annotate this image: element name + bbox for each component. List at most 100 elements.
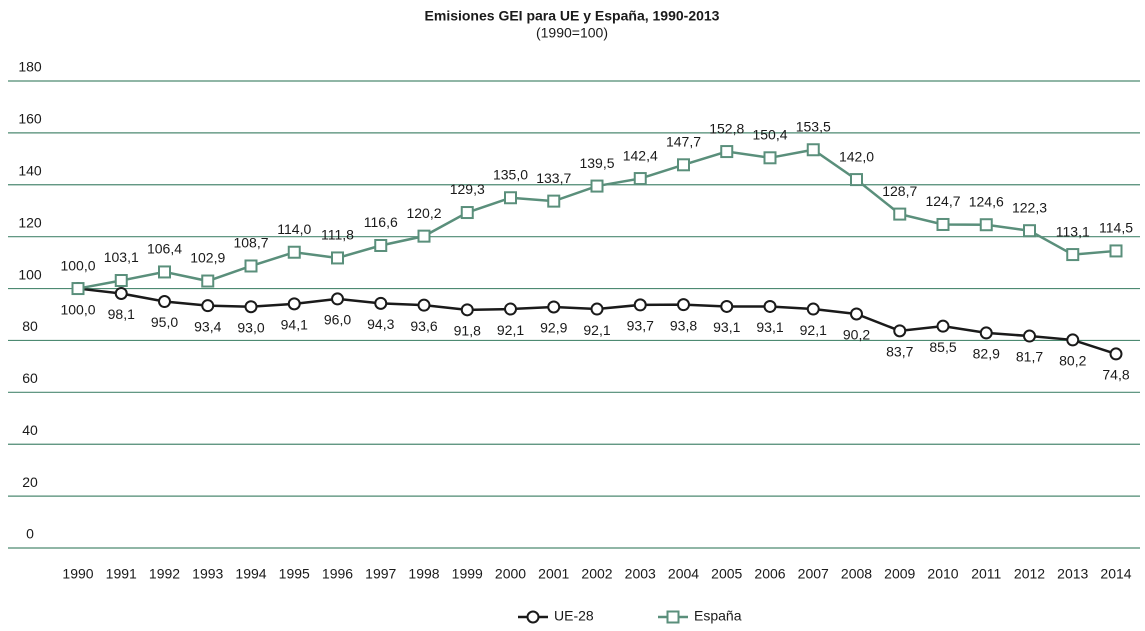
chart-title: Emisiones GEI para UE y España, 1990-201… (425, 8, 720, 24)
marker (590, 179, 604, 193)
legend-marker (526, 610, 540, 624)
y-tick-label: 160 (18, 111, 42, 127)
marker (979, 218, 993, 232)
data-label: 82,9 (973, 346, 1000, 362)
marker (158, 265, 171, 279)
marker (331, 251, 344, 265)
data-label: 113,1 (1056, 223, 1090, 239)
data-label: 139,5 (579, 155, 614, 171)
data-label: 98,1 (108, 306, 135, 322)
marker (806, 302, 820, 316)
marker (504, 191, 517, 205)
marker (633, 172, 647, 186)
x-tick-label: 2010 (927, 566, 958, 582)
marker (244, 259, 258, 273)
data-label: 102,9 (190, 250, 225, 266)
x-tick-label: 2003 (625, 566, 656, 582)
marker (71, 282, 85, 296)
marker (547, 194, 561, 208)
marker (114, 274, 128, 288)
data-label: 93,1 (713, 319, 740, 335)
data-label: 80,2 (1059, 353, 1086, 369)
data-label: 92,1 (497, 322, 524, 338)
data-label: 100,0 (60, 257, 95, 273)
data-label: 122,3 (1012, 199, 1047, 215)
marker (417, 298, 431, 312)
x-tick-label: 2006 (754, 566, 785, 582)
marker (417, 229, 431, 243)
y-tick-label: 180 (18, 59, 42, 75)
marker (1023, 224, 1036, 238)
data-label: 81,7 (1016, 349, 1043, 365)
data-label: 83,7 (886, 344, 913, 360)
marker (1109, 244, 1123, 258)
x-tick-label: 1996 (322, 566, 353, 582)
x-tick-label: 1992 (149, 566, 180, 582)
y-tick-label: 60 (22, 370, 38, 386)
data-label: 114,0 (277, 221, 311, 237)
data-label: 142,4 (623, 147, 658, 163)
data-label: 94,3 (367, 316, 394, 332)
marker (936, 319, 950, 333)
marker (806, 143, 820, 157)
y-tick-label: 0 (26, 526, 34, 542)
data-label: 92,9 (540, 320, 567, 336)
marker (850, 307, 863, 321)
marker (893, 324, 907, 338)
y-tick-label: 40 (22, 422, 38, 438)
y-tick-label: 140 (18, 162, 42, 178)
x-tick-label: 1993 (192, 566, 223, 582)
data-label: 93,6 (410, 318, 437, 334)
chart-subtitle: (1990=100) (536, 25, 608, 41)
data-label: 124,7 (925, 193, 960, 209)
data-label: 111,8 (321, 227, 354, 243)
x-tick-label: 2007 (798, 566, 829, 582)
data-label: 74,8 (1102, 367, 1129, 383)
marker (201, 274, 215, 288)
marker (114, 286, 128, 300)
marker (893, 207, 907, 221)
marker (850, 173, 863, 187)
marker (547, 300, 561, 314)
marker (720, 299, 734, 313)
data-label: 90,2 (843, 327, 870, 343)
data-label: 93,8 (670, 317, 697, 333)
marker (158, 295, 171, 309)
marker (633, 298, 647, 312)
marker (677, 158, 690, 172)
data-label: 100,0 (60, 301, 95, 317)
data-label: 85,5 (929, 339, 956, 355)
data-label: 94,1 (281, 317, 308, 333)
marker (979, 326, 993, 340)
data-label: 95,0 (151, 314, 178, 330)
x-tick-label: 2008 (841, 566, 872, 582)
marker (763, 151, 777, 165)
x-tick-label: 2012 (1014, 566, 1045, 582)
legend-label: España (694, 608, 742, 624)
marker (936, 217, 950, 231)
marker (460, 303, 474, 317)
legend-marker (666, 610, 680, 624)
marker (1023, 329, 1036, 343)
marker (677, 298, 690, 312)
marker (720, 145, 734, 159)
data-label: 120,2 (406, 205, 441, 221)
data-label: 91,8 (454, 323, 481, 339)
marker (1109, 347, 1123, 361)
x-tick-label: 2005 (711, 566, 742, 582)
x-tick-label: 1995 (279, 566, 310, 582)
y-tick-label: 100 (18, 266, 42, 282)
x-tick-label: 1998 (408, 566, 439, 582)
data-label: 93,1 (756, 319, 783, 335)
data-label: 128,7 (882, 183, 917, 199)
data-label: 133,7 (536, 170, 571, 186)
data-label: 93,4 (194, 318, 221, 334)
y-tick-label: 80 (22, 318, 38, 334)
x-tick-label: 2011 (971, 566, 1001, 582)
data-label: 106,4 (147, 241, 182, 257)
marker (287, 245, 301, 259)
marker (1066, 248, 1080, 262)
y-tick-label: 120 (18, 214, 42, 230)
data-label: 92,1 (800, 322, 827, 338)
